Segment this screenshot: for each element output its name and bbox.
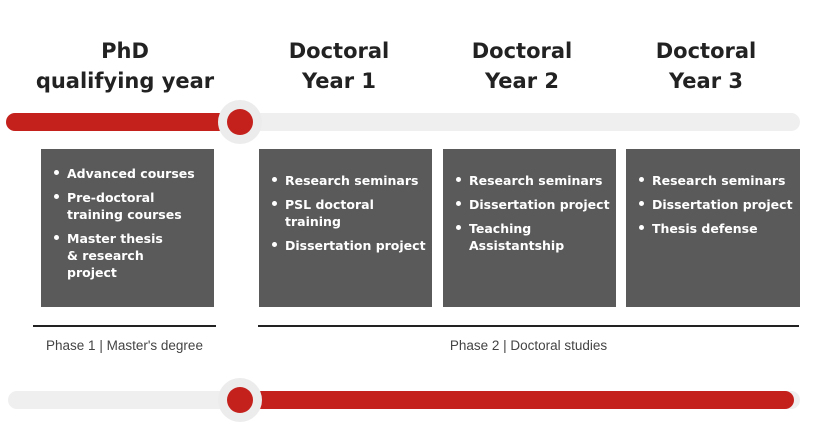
title-line: qualifying year [35, 69, 215, 93]
item-list: Research seminars PSL doctoral training … [259, 149, 432, 254]
list-item: Thesis defense [626, 220, 800, 237]
column-box-year1: Research seminars PSL doctoral training … [259, 149, 432, 307]
column-box-qualifying: Advanced courses Pre-doctoral training c… [41, 149, 214, 307]
list-item: Advanced courses [41, 165, 214, 182]
top-slider-fill [6, 113, 240, 131]
item-list: Advanced courses Pre-doctoral training c… [41, 149, 214, 281]
list-item: Research seminars [259, 172, 432, 189]
column-box-year2: Research seminars Dissertation project T… [443, 149, 616, 307]
title-line: PhD [101, 39, 149, 63]
list-item: Dissertation project [259, 237, 432, 254]
title-line: Doctoral [471, 39, 573, 63]
list-item: Dissertation project [443, 196, 616, 213]
list-item: Pre-doctoral training courses [41, 189, 214, 223]
title-line: Year 3 [669, 69, 743, 93]
phase1-label: Phase 1 | Master's degree [46, 338, 203, 353]
title-line: Year 1 [302, 69, 376, 93]
list-item: Dissertation project [626, 196, 800, 213]
list-item: Master thesis & research project [41, 230, 214, 281]
phase1-divider [33, 325, 216, 327]
list-item: Research seminars [626, 172, 800, 189]
title-line: Doctoral [655, 39, 757, 63]
phase2-divider [258, 325, 799, 327]
item-list: Research seminars Dissertation project T… [626, 149, 800, 237]
list-item: Teaching Assistantship [443, 220, 616, 254]
title-line: Doctoral [288, 39, 390, 63]
column-title-year3: Doctoral Year 3 [606, 36, 806, 96]
title-line: Year 2 [485, 69, 559, 93]
list-item: Research seminars [443, 172, 616, 189]
column-title-year2: Doctoral Year 2 [422, 36, 622, 96]
column-title-year1: Doctoral Year 1 [239, 36, 439, 96]
top-slider-knob[interactable] [227, 109, 253, 135]
phase2-label: Phase 2 | Doctoral studies [449, 338, 608, 353]
column-box-year3: Research seminars Dissertation project T… [626, 149, 800, 307]
list-item: PSL doctoral training [259, 196, 432, 230]
bottom-slider-knob[interactable] [227, 387, 253, 413]
column-title-qualifying: PhD qualifying year [25, 36, 225, 96]
item-list: Research seminars Dissertation project T… [443, 149, 616, 254]
bottom-slider-fill [240, 391, 794, 409]
